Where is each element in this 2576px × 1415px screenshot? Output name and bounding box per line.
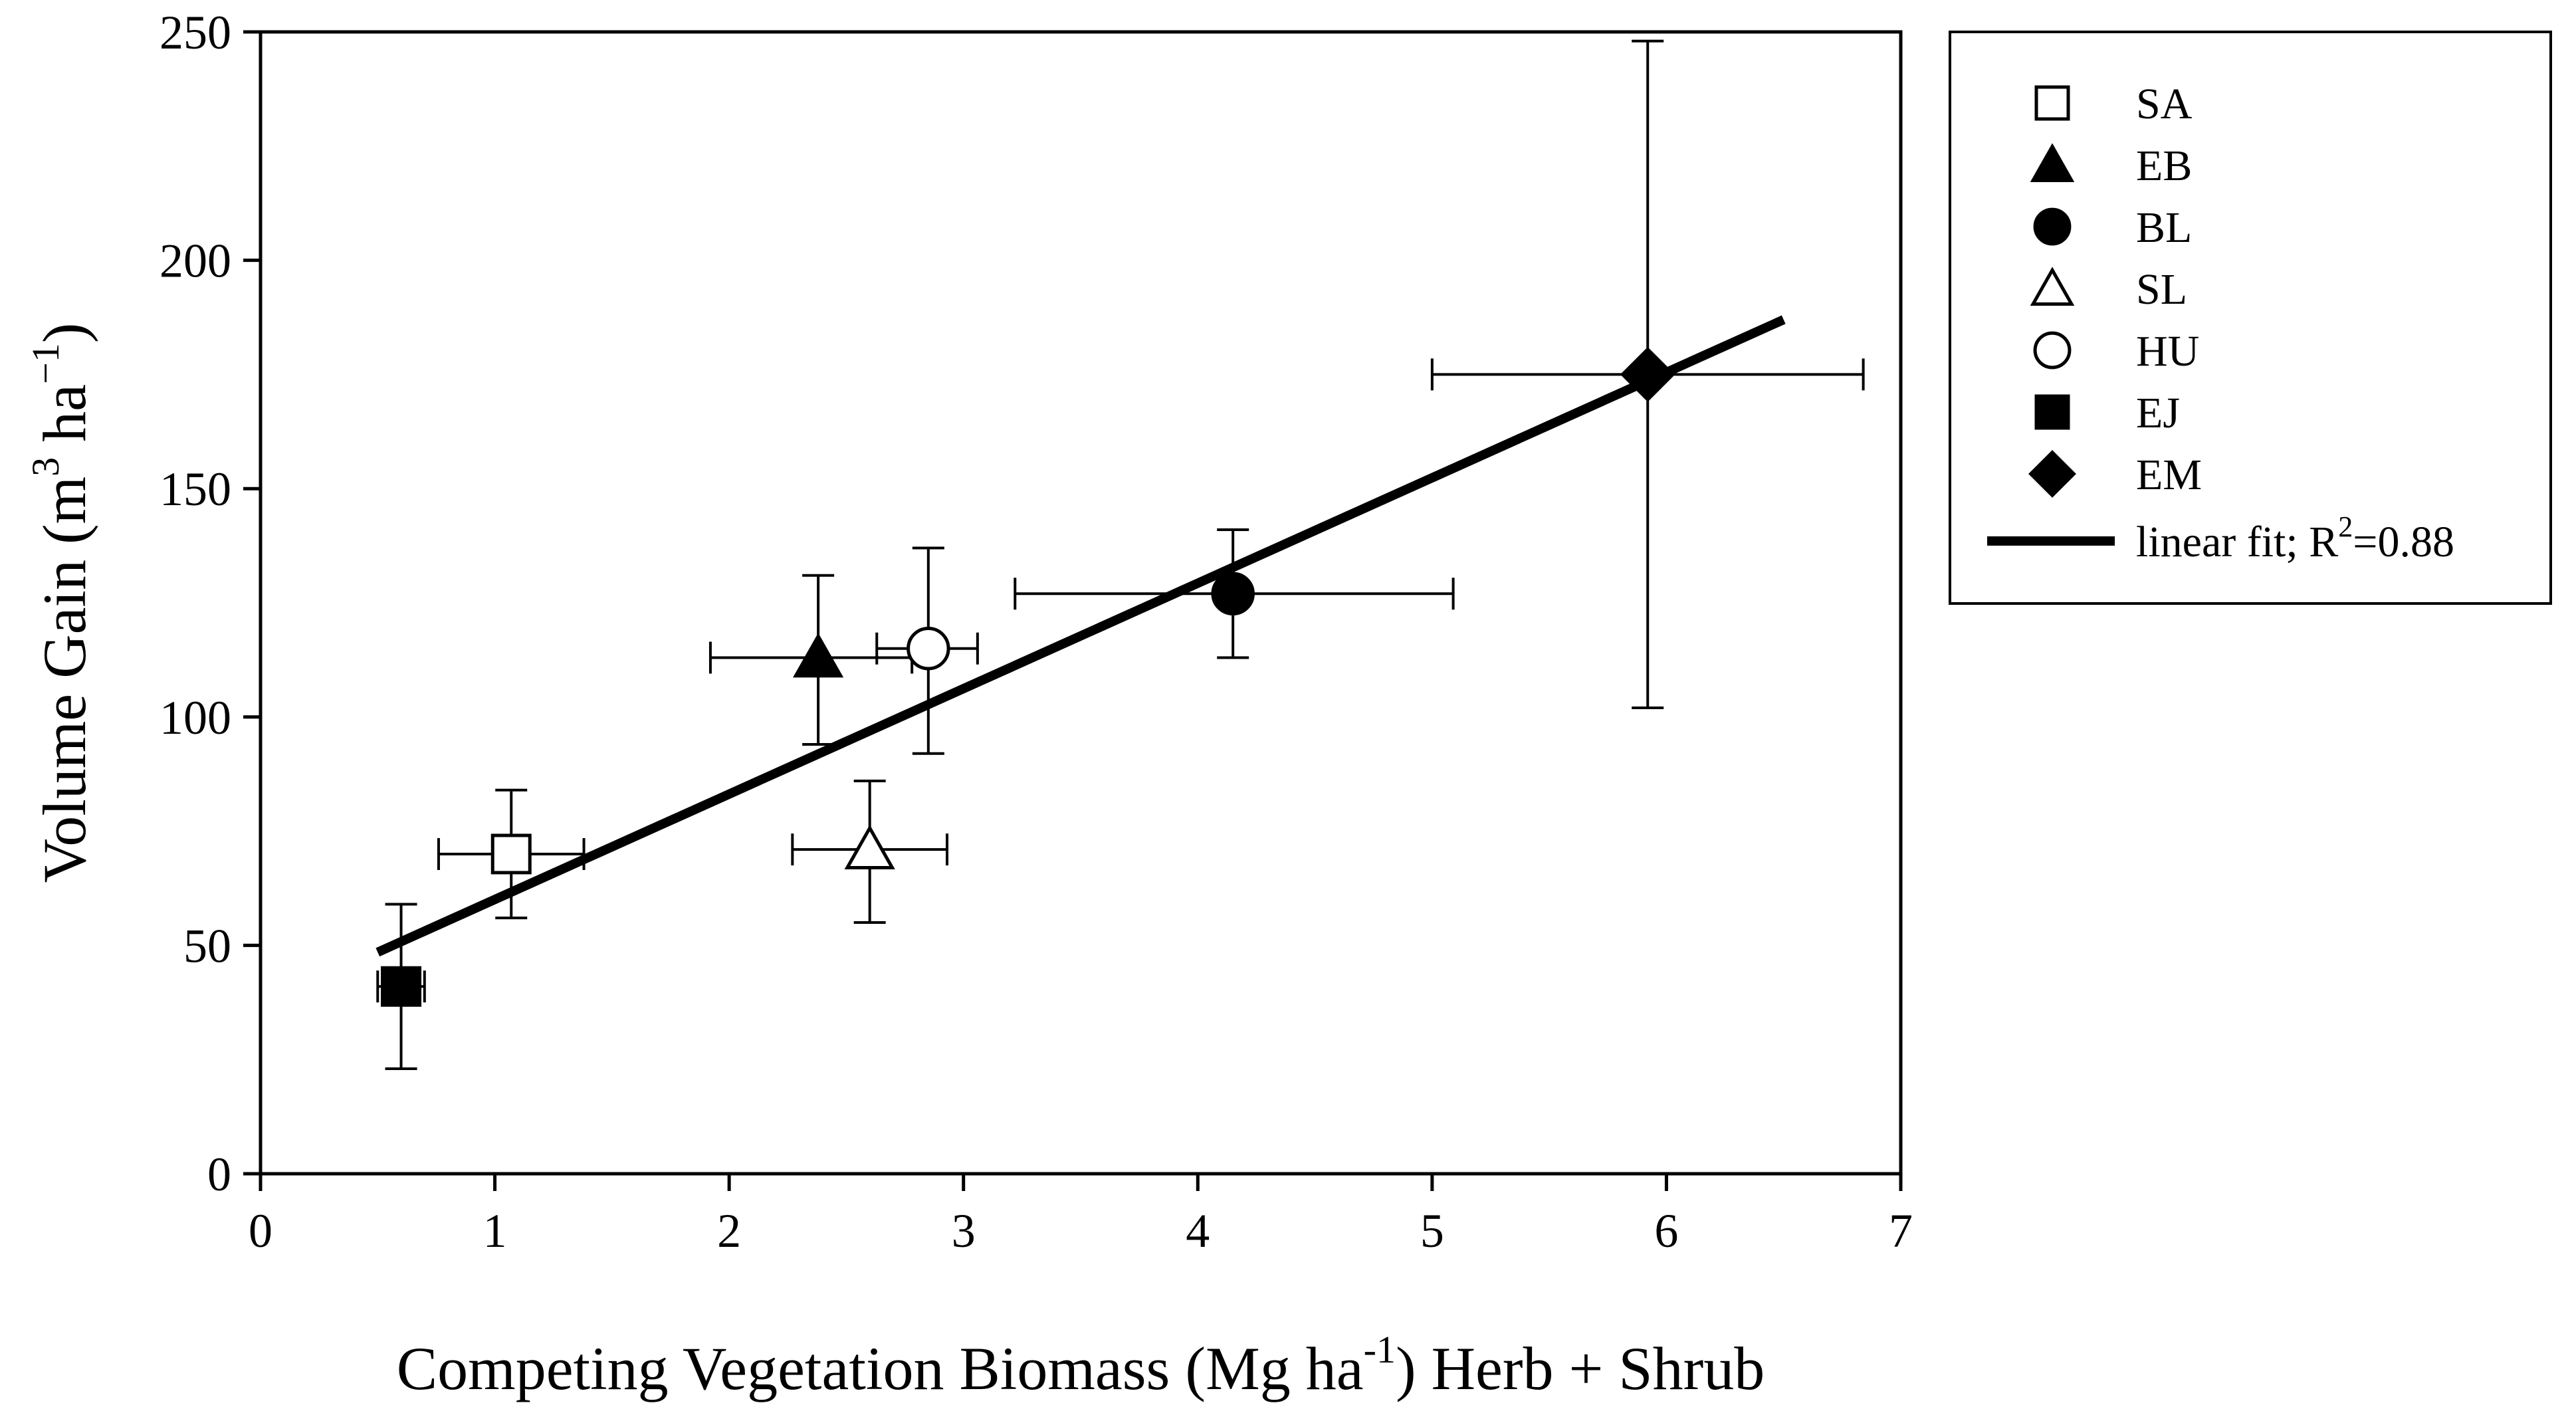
legend-label-bl: BL xyxy=(2136,203,2192,252)
x-tick-label-5: 5 xyxy=(1420,1204,1444,1257)
y-tick-label-4: 200 xyxy=(160,235,231,288)
legend-marker-ej xyxy=(2034,394,2070,430)
y-tick-label-3: 150 xyxy=(160,463,231,516)
x-tick-label-1: 1 xyxy=(483,1204,507,1257)
marker-ej xyxy=(381,966,422,1007)
x-tick-label-3: 3 xyxy=(952,1204,976,1257)
point-em xyxy=(1430,39,1865,710)
y-axis-ticks: 0 50 100 150 200 250 xyxy=(160,6,261,1201)
legend-label-sa: SA xyxy=(2136,80,2193,128)
y-tick-label-5: 250 xyxy=(160,6,231,59)
legend-label-eb: EB xyxy=(2136,142,2192,190)
x-tick-label-0: 0 xyxy=(249,1204,272,1257)
legend-marker-hu xyxy=(2033,331,2072,370)
x-tick-label-7: 7 xyxy=(1889,1204,1913,1257)
marker-sa xyxy=(490,833,532,875)
legend-marker-bl xyxy=(2033,207,2072,246)
point-hu xyxy=(875,546,979,755)
plot-frame xyxy=(259,30,1903,1176)
legend-marker-sa xyxy=(2034,85,2070,121)
marker-hu xyxy=(907,626,950,671)
point-sa xyxy=(437,788,586,920)
legend-label-em: EM xyxy=(2136,451,2202,499)
marker-bl xyxy=(1211,572,1255,615)
marker-em xyxy=(1620,347,1675,402)
legend-marker-em xyxy=(2028,450,2076,498)
y-tick-label-1: 50 xyxy=(183,919,231,972)
point-bl xyxy=(1014,528,1455,659)
fit-line xyxy=(376,315,1786,957)
point-ej xyxy=(376,903,426,1070)
point-sl xyxy=(791,780,949,925)
legend-label-hu: HU xyxy=(2136,327,2199,376)
points-layer xyxy=(376,39,1865,1070)
y-tick-label-2: 100 xyxy=(160,691,231,744)
x-tick-label-2: 2 xyxy=(717,1204,741,1257)
y-tick-label-0: 0 xyxy=(207,1148,231,1201)
legend-marker-eb xyxy=(2030,143,2075,182)
legend-label-fit: linear fit; R2=0.88 xyxy=(2136,510,2454,566)
legend-label-ej: EJ xyxy=(2136,389,2180,437)
legend-marker-sl xyxy=(2030,267,2075,306)
legend: SA EB BL SL HU EJ EM linear fit; R2=0.88 xyxy=(1987,80,2454,566)
marker-sl xyxy=(844,824,895,869)
x-tick-label-6: 6 xyxy=(1654,1204,1678,1257)
y-axis-title: Volume Gain (m3 ha−1) xyxy=(24,323,98,883)
marker-eb xyxy=(793,633,844,678)
point-eb xyxy=(708,574,914,746)
fit-layer xyxy=(376,315,1786,957)
legend-label-sl: SL xyxy=(2136,265,2187,314)
legend-box xyxy=(1949,31,2552,605)
x-axis-title: Competing Vegetation Biomass (Mg ha-1) H… xyxy=(397,1328,1765,1402)
x-axis-ticks: 0 1 2 3 4 5 6 7 xyxy=(249,1174,1913,1257)
x-tick-label-4: 4 xyxy=(1186,1204,1210,1257)
